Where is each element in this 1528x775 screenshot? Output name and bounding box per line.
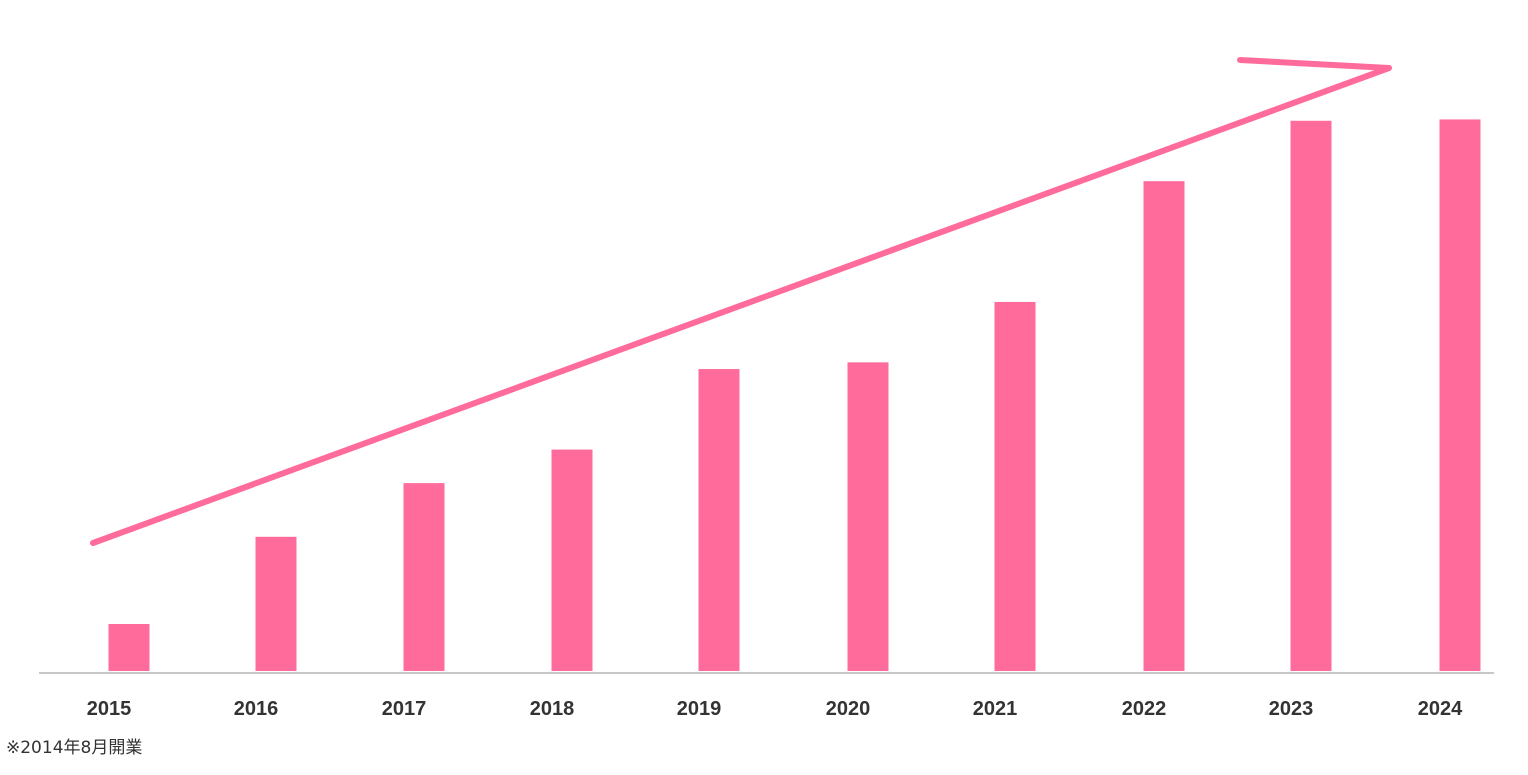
x-tick-labels: 2015 2016 2017 2018 2019 2020 2021 2022 2023 2024 — [87, 698, 1463, 720]
x-tick-label-2017: 2017 — [382, 698, 427, 720]
x-tick-label-2023: 2023 — [1269, 698, 1314, 720]
x-tick-label-2020: 2020 — [826, 698, 871, 720]
x-tick-label-2022: 2022 — [1122, 698, 1167, 720]
bar-2023 — [1290, 120, 1332, 671]
bar-2015 — [108, 624, 150, 671]
bar-2016 — [255, 536, 297, 671]
bar-2018 — [551, 449, 593, 671]
x-tick-label-2016: 2016 — [234, 698, 279, 720]
x-tick-label-2019: 2019 — [677, 698, 722, 720]
x-tick-label-2021: 2021 — [973, 698, 1018, 720]
bar-2019 — [698, 369, 740, 671]
trend-arrow-line — [90, 57, 1392, 546]
x-tick-label-2018: 2018 — [530, 698, 575, 720]
footnote: ※2014年8月開業 — [6, 738, 143, 758]
bar-2020 — [847, 362, 889, 671]
bars-group — [108, 119, 1481, 672]
x-tick-label-2024: 2024 — [1418, 698, 1463, 720]
trend-arrow — [90, 57, 1392, 546]
bar-2017 — [403, 483, 445, 671]
bar-2021 — [994, 301, 1036, 671]
bar-2022 — [1143, 181, 1185, 672]
x-tick-label-2015: 2015 — [87, 698, 132, 720]
bar-2024 — [1439, 119, 1481, 672]
